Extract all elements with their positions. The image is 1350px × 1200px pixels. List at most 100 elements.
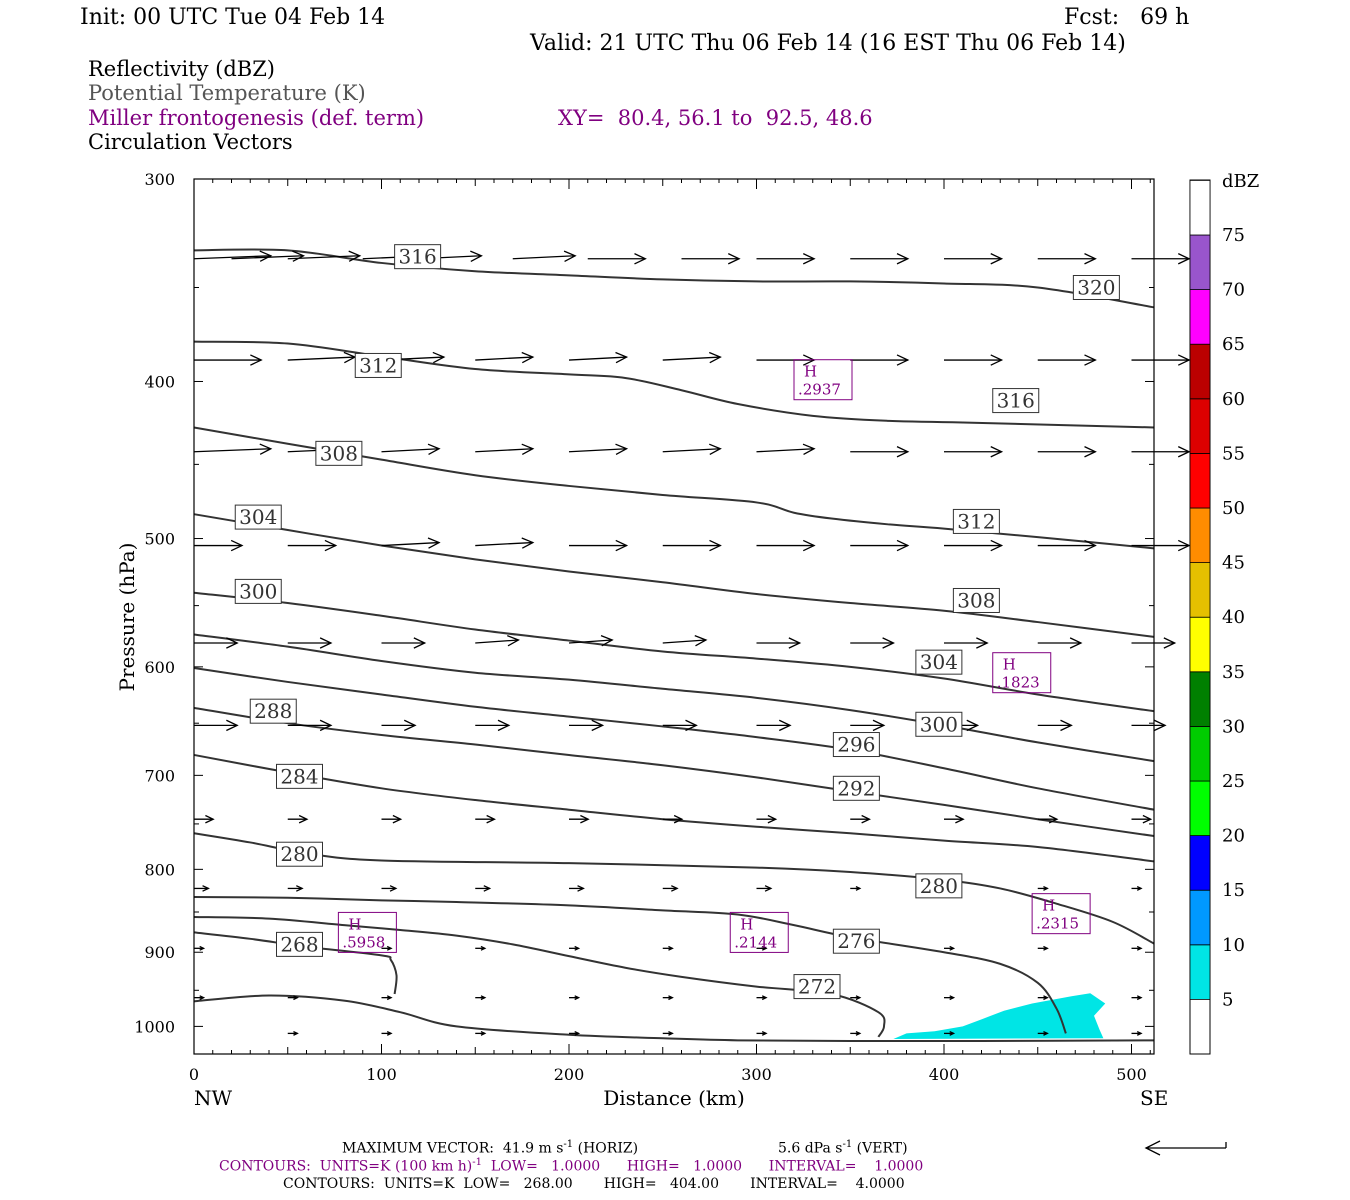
circulation-vector — [662, 995, 674, 1001]
circulation-vector — [287, 885, 304, 892]
circulation-vector — [1037, 945, 1049, 951]
colorbar-label: 20 — [1222, 826, 1245, 847]
theta-contour-292 — [193, 667, 1155, 811]
theta-label-312-box — [354, 352, 402, 378]
circulation-vector — [756, 637, 802, 649]
colorbar-segment — [1189, 616, 1211, 673]
colorbar-segment — [1189, 726, 1211, 782]
circulation-vector — [193, 250, 273, 262]
colorbar-label: 70 — [1222, 280, 1245, 301]
theta-label-292-c-box — [832, 775, 880, 801]
colorbar-label: 10 — [1222, 935, 1245, 956]
circulation-vector — [1037, 354, 1097, 366]
theta-label-312: 312 — [359, 353, 397, 377]
circulation-vector — [194, 539, 244, 552]
circulation-vector — [1037, 995, 1049, 1001]
legend-frontogenesis: Miller frontogenesis (def. term) — [88, 106, 425, 130]
frontogenesis-max-0: H.2937 — [793, 359, 853, 401]
theta-label-284: 284 — [280, 764, 318, 788]
circulation-vector — [569, 539, 629, 552]
circulation-vector — [944, 637, 989, 649]
circulation-vector — [1131, 446, 1191, 458]
theta-label-308: 308 — [320, 441, 358, 465]
circulation-vector — [569, 1030, 581, 1036]
circulation-vector — [381, 814, 403, 824]
y-tick-label: 1000 — [134, 1017, 175, 1036]
circulation-vector — [756, 1030, 768, 1036]
circulation-vector — [1131, 995, 1143, 1001]
x-end-right: SE — [1140, 1086, 1168, 1110]
y-tick-label: 300 — [144, 170, 175, 189]
colorbar-segment — [1189, 944, 1211, 1000]
circulation-vector — [850, 885, 862, 891]
circulation-vector — [850, 354, 910, 366]
frontogenesis-max-4: H.2144 — [729, 911, 789, 953]
theta-label-284-box — [276, 763, 323, 789]
theta-label-272-b-box — [793, 974, 841, 1000]
colorbar-segment — [1189, 835, 1211, 891]
circulation-vector — [944, 995, 956, 1001]
theta-contour-296 — [193, 633, 1155, 763]
x-tick-label: 300 — [741, 1065, 772, 1084]
theta-label-304: 304 — [239, 505, 277, 529]
circulation-vector — [850, 719, 886, 732]
circulation-vector — [850, 253, 910, 265]
theta-label-300-b: 300 — [920, 712, 958, 736]
reflectivity-area — [893, 993, 1106, 1039]
circulation-vector — [568, 635, 614, 647]
circulation-vector — [587, 253, 647, 265]
plot-frame — [193, 178, 1155, 1055]
circulation-vector — [193, 443, 273, 455]
colorbar-unit: dBZ — [1222, 171, 1259, 192]
y-tick-label: 800 — [144, 860, 175, 879]
circulation-vector — [1131, 354, 1191, 366]
colorbar-segment — [1189, 398, 1211, 454]
init-time: Init: 00 UTC Tue 04 Feb 14 — [80, 5, 386, 30]
circulation-vector — [287, 814, 309, 824]
theta-label-288-box — [249, 698, 297, 724]
theta-label-272-b: 272 — [798, 975, 836, 999]
theta-label-320-b-box — [1072, 274, 1120, 300]
circulation-vector — [194, 719, 239, 732]
circulation-vector — [944, 446, 1004, 458]
circulation-vector — [194, 354, 263, 366]
forecast-hour: Fcst: 69 h — [1064, 5, 1190, 30]
circulation-vector — [569, 719, 605, 732]
colorbar-label: 55 — [1222, 443, 1245, 464]
circulation-vector — [756, 885, 773, 892]
circulation-vector — [569, 885, 585, 892]
circulation-vector — [1037, 885, 1049, 891]
frontogenesis-h: H — [804, 363, 817, 381]
circulation-vector — [194, 995, 206, 1001]
circulation-vector — [475, 351, 535, 364]
frontogenesis-h: H — [348, 915, 361, 933]
legend-reflectivity: Reflectivity (dBZ) — [88, 57, 276, 81]
x-axis-label: Distance (km) — [603, 1086, 745, 1110]
frontogenesis-value: .2315 — [1036, 915, 1079, 933]
circulation-vector — [662, 719, 698, 732]
colorbar-label: 5 — [1222, 989, 1233, 1010]
theta-label-316-box — [394, 244, 442, 270]
frontogenesis-value: .5958 — [342, 933, 385, 951]
theta-label-296-c: 296 — [837, 733, 875, 757]
circulation-vector — [1037, 719, 1073, 732]
theta-label-316: 316 — [399, 245, 437, 269]
circulation-vector — [1131, 945, 1143, 951]
circulation-vector — [1131, 539, 1191, 552]
circulation-vector — [1131, 719, 1167, 732]
circulation-vector — [194, 885, 210, 892]
circulation-vector — [475, 814, 496, 824]
y-tick-label: 700 — [144, 766, 175, 785]
footer-vert: 5.6 dPa s-1 (VERT) — [778, 1139, 908, 1157]
colorbar-label: 75 — [1222, 225, 1245, 246]
circulation-vector — [1131, 1030, 1143, 1036]
theta-label-312-b: 312 — [957, 509, 995, 533]
circulation-vector — [662, 351, 722, 364]
colorbar-segment — [1189, 234, 1211, 290]
circulation-vector — [475, 945, 487, 951]
circulation-vector — [287, 1030, 299, 1036]
circulation-vector — [381, 719, 417, 732]
circulation-vector — [475, 635, 520, 647]
x-tick-label: 500 — [1116, 1065, 1147, 1084]
circulation-vector — [662, 635, 708, 647]
